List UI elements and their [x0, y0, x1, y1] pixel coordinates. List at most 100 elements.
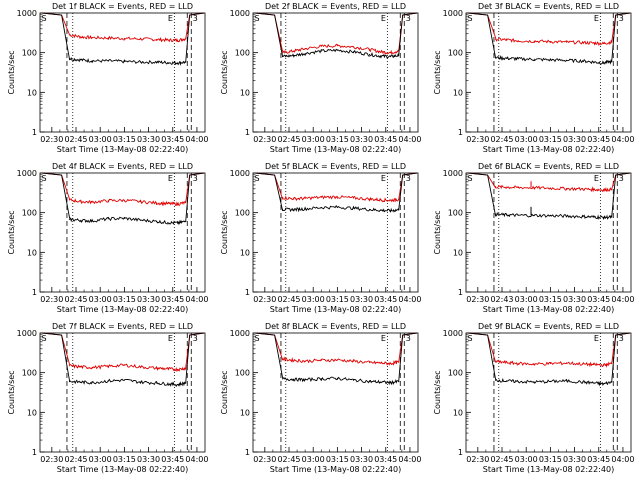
detector-chart: Det 6f BLACK = Events, RED = LLD 1 10 100 10… — [433, 162, 634, 314]
lld-series-line — [254, 172, 418, 203]
events-data-point — [139, 381, 142, 383]
x-tick-label: 03:30 — [350, 455, 373, 464]
x-tick-label: 04:00 — [611, 295, 634, 304]
marker-3-label: 3 — [193, 14, 198, 23]
plot-frame — [252, 12, 419, 133]
x-tick-label: 03:00 — [515, 295, 538, 304]
events-data-point — [506, 57, 508, 59]
y-tick-label: 1 — [458, 128, 463, 137]
events-data-point — [494, 379, 497, 381]
events-data-point — [139, 219, 142, 221]
events-data-point — [369, 380, 371, 383]
x-tick-label: 02:45 — [490, 135, 513, 144]
x-tick-label: 04:00 — [398, 295, 421, 304]
marker-3-label: 3 — [406, 174, 411, 183]
lld-data-point — [593, 42, 595, 44]
marker-e-label: E — [381, 174, 386, 183]
events-data-point — [123, 60, 125, 63]
events-series-line — [467, 332, 631, 387]
events-data-point — [304, 52, 306, 55]
x-tick-label: 03:15 — [326, 455, 349, 464]
lld-data-point — [549, 187, 551, 189]
lld-data-point — [68, 199, 71, 201]
events-data-point — [517, 214, 519, 216]
y-tick-label: 1 — [458, 448, 463, 457]
x-tick-label: 02:45 — [64, 135, 87, 144]
lld-data-point — [107, 365, 109, 367]
x-tick-label: 03:45 — [374, 295, 397, 304]
events-data-point — [611, 216, 613, 218]
x-tick-label: 03:45 — [587, 135, 610, 144]
events-data-point — [602, 62, 605, 64]
lld-data-point — [156, 38, 158, 41]
events-data-point — [336, 206, 338, 208]
lld-data-point — [611, 41, 613, 43]
y-tick-label: 1000 — [230, 9, 250, 18]
events-data-point — [320, 206, 322, 209]
events-data-point — [68, 58, 71, 60]
x-axis-label: Start Time (13-May-08 02:22:40) — [483, 145, 614, 154]
detector-chart-panel: Det 8f BLACK = Events, RED = LLD 1 10 100 10… — [213, 320, 426, 480]
x-tick-label: 04:00 — [398, 135, 421, 144]
y-axis-label: Counts/sec — [7, 210, 16, 254]
x-tick-label: 03:30 — [350, 295, 373, 304]
x-tick-label: 03:30 — [350, 135, 373, 144]
events-data-point — [107, 218, 109, 220]
x-tick-label: 02:30 — [40, 295, 63, 304]
x-tick-label: 03:15 — [539, 135, 562, 144]
lld-data-point — [565, 41, 568, 43]
events-data-point — [398, 209, 400, 211]
marker-s-label: S — [254, 14, 259, 23]
lld-data-point — [123, 199, 125, 201]
lld-data-point — [389, 199, 392, 201]
detector-chart: Det 9f BLACK = Events, RED = LLD 1 10 100 10… — [433, 322, 634, 474]
x-tick-label: 02:30 — [40, 455, 63, 464]
lld-series-line — [41, 12, 205, 43]
lld-data-point — [494, 38, 497, 40]
x-tick-label: 04:00 — [398, 455, 421, 464]
events-data-point — [336, 377, 338, 379]
marker-e-label: E — [168, 174, 173, 183]
events-data-point — [80, 219, 82, 221]
marker-3-label: 3 — [193, 174, 198, 183]
events-data-point — [167, 383, 169, 385]
lld-data-point — [68, 34, 71, 36]
x-tick-label: 03:30 — [137, 455, 160, 464]
x-tick-label: 03:30 — [137, 295, 160, 304]
y-tick-label: 100 — [22, 369, 37, 378]
y-tick-label: 100 — [235, 209, 250, 218]
y-tick-label: 1000 — [443, 329, 463, 338]
lld-data-point — [91, 201, 93, 203]
lld-data-point — [167, 39, 169, 41]
lld-data-point — [107, 37, 109, 39]
events-data-point — [167, 62, 169, 64]
events-data-point — [320, 378, 322, 380]
lld-data-point — [167, 202, 169, 205]
x-tick-label: 02:30 — [466, 135, 489, 144]
chart-title: Det 4f BLACK = Events, RED = LLD — [52, 162, 193, 171]
events-data-point — [156, 220, 158, 223]
events-data-point — [167, 222, 169, 224]
events-data-point — [389, 382, 392, 384]
lld-series-line — [467, 172, 631, 193]
detector-chart-panel: Det 3f BLACK = Events, RED = LLD 1 10 100 10… — [426, 0, 639, 160]
lld-data-point — [380, 362, 382, 364]
events-data-point — [380, 55, 382, 57]
x-tick-label: 02:45 — [277, 295, 300, 304]
events-data-point — [593, 61, 595, 63]
y-tick-label: 100 — [448, 209, 463, 218]
x-tick-label: 04:00 — [611, 455, 634, 464]
y-tick-label: 1000 — [17, 329, 37, 338]
lld-data-point — [611, 362, 613, 365]
plot-frame — [39, 172, 206, 293]
lld-data-point — [582, 188, 584, 190]
x-axis-label: Start Time (13-May-08 02:22:40) — [483, 465, 614, 474]
events-data-point — [593, 382, 595, 384]
y-tick-label: 10 — [453, 248, 463, 257]
lld-data-point — [293, 198, 295, 200]
events-data-point — [506, 380, 508, 382]
y-axis-label: Counts/sec — [433, 50, 442, 94]
lld-data-point — [336, 359, 338, 361]
events-data-point — [281, 208, 284, 211]
